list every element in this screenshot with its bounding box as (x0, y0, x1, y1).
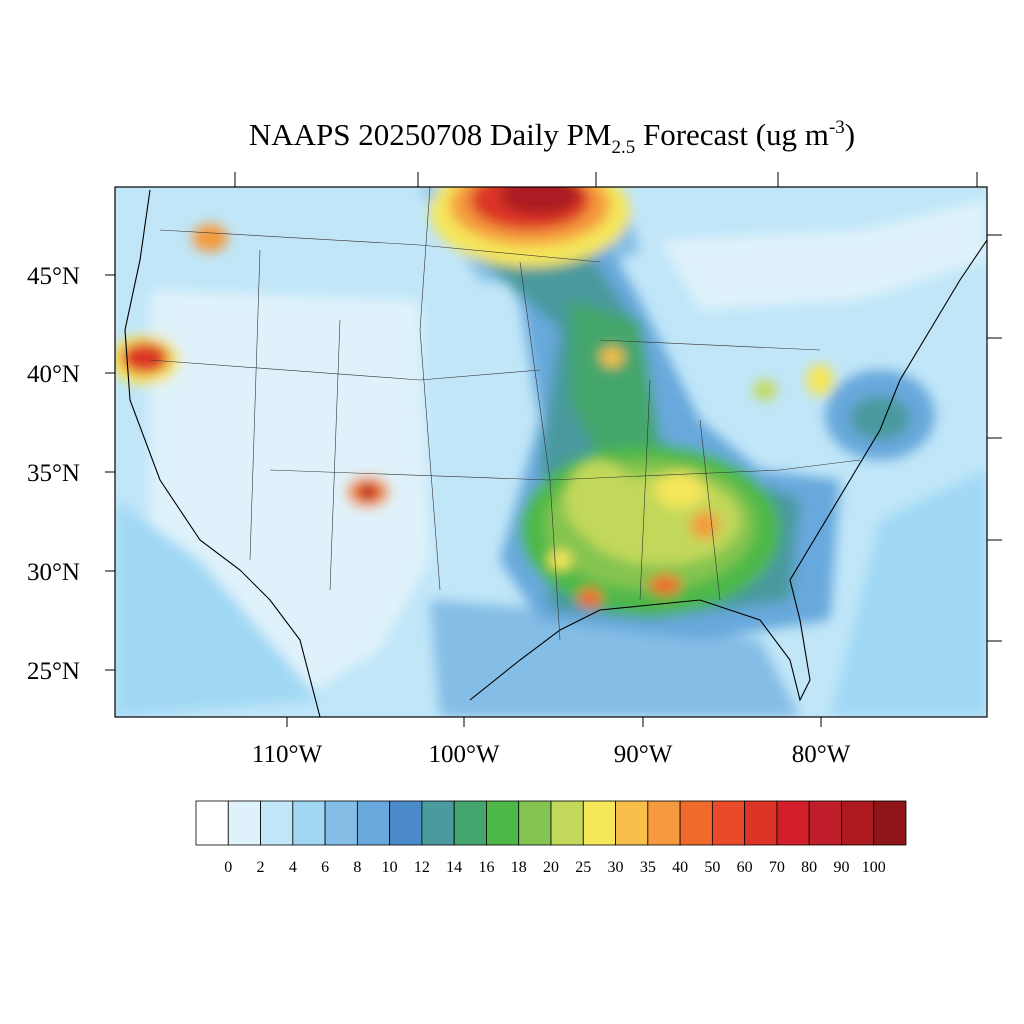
lat-label: 35°N (27, 460, 80, 487)
colorbar-box (453, 800, 487, 846)
colorbar-label: 20 (543, 859, 559, 876)
title-superscript: -3 (829, 117, 845, 138)
colorbar-label: 40 (672, 859, 688, 876)
colorbar-box (744, 800, 778, 846)
colorbar-box (389, 800, 423, 846)
colorbar-box (679, 800, 713, 846)
colorbar-label: 60 (737, 859, 753, 876)
map-field (115, 187, 987, 717)
colorbar-label: 35 (640, 859, 656, 876)
colorbar-label: 12 (414, 859, 430, 876)
colorbar-label: 18 (511, 859, 527, 876)
colorbar-label: 10 (382, 859, 398, 876)
lat-label: 30°N (27, 559, 80, 586)
colorbar-label: 14 (446, 859, 462, 876)
map-frame (114, 186, 988, 718)
colorbar: 0 2 4 6 8 10 12 14 16 18 20 25 30 35 40 50 60 70 80 90 100 (195, 800, 907, 876)
lat-label: 25°N (27, 658, 80, 685)
colorbar-box (841, 800, 875, 846)
lon-label: 80°W (792, 741, 851, 768)
lat-label: 45°N (27, 263, 80, 290)
colorbar-box (421, 800, 455, 846)
colorbar-box (356, 800, 391, 846)
colorbar-label: 8 (353, 859, 361, 876)
title-main: NAAPS 20250708 Daily PM (249, 117, 612, 152)
colorbar-label: 25 (575, 859, 591, 876)
colorbar-label: 2 (257, 859, 265, 876)
title-end: ) (845, 117, 855, 152)
colorbar-label: 50 (704, 859, 720, 876)
colorbar-box (518, 800, 552, 846)
colorbar-label: 70 (769, 859, 785, 876)
colorbar-box (615, 800, 649, 846)
colorbar-label: 100 (862, 859, 886, 876)
colorbar-box (195, 800, 229, 846)
colorbar-box (292, 800, 326, 846)
colorbar-box (647, 800, 681, 846)
map-ticks: 45°N 40°N 35°N 30°N 25°N 110°W 100°W 90°W 80°W (27, 172, 1002, 768)
title-subscript: 2.5 (611, 137, 635, 158)
title-units: Forecast (ug m (635, 117, 829, 152)
colorbar-label: 16 (478, 859, 494, 876)
lon-label: 110°W (252, 741, 323, 768)
lat-label: 40°N (27, 361, 80, 388)
colorbar-box (324, 800, 358, 846)
colorbar-box (711, 800, 746, 846)
colorbar-box (776, 800, 810, 846)
colorbar-label: 4 (289, 859, 297, 876)
colorbar-label: 30 (608, 859, 624, 876)
colorbar-box (550, 800, 584, 846)
colorbar-box (582, 800, 616, 846)
colorbar-box (808, 800, 842, 846)
colorbar-label: 6 (321, 859, 329, 876)
colorbar-box (873, 800, 907, 846)
title: NAAPS 20250708 Daily PM2.5 Forecast (ug … (249, 117, 855, 158)
colorbar-label: 0 (224, 859, 232, 876)
lon-label: 100°W (428, 741, 499, 768)
colorbar-label: 80 (801, 859, 817, 876)
colorbar-box (227, 800, 261, 846)
boundaries (124, 187, 987, 717)
colorbar-box (260, 800, 294, 846)
colorbar-box (486, 800, 520, 846)
colorbar-label: 90 (833, 859, 849, 876)
lon-label: 90°W (614, 741, 673, 768)
